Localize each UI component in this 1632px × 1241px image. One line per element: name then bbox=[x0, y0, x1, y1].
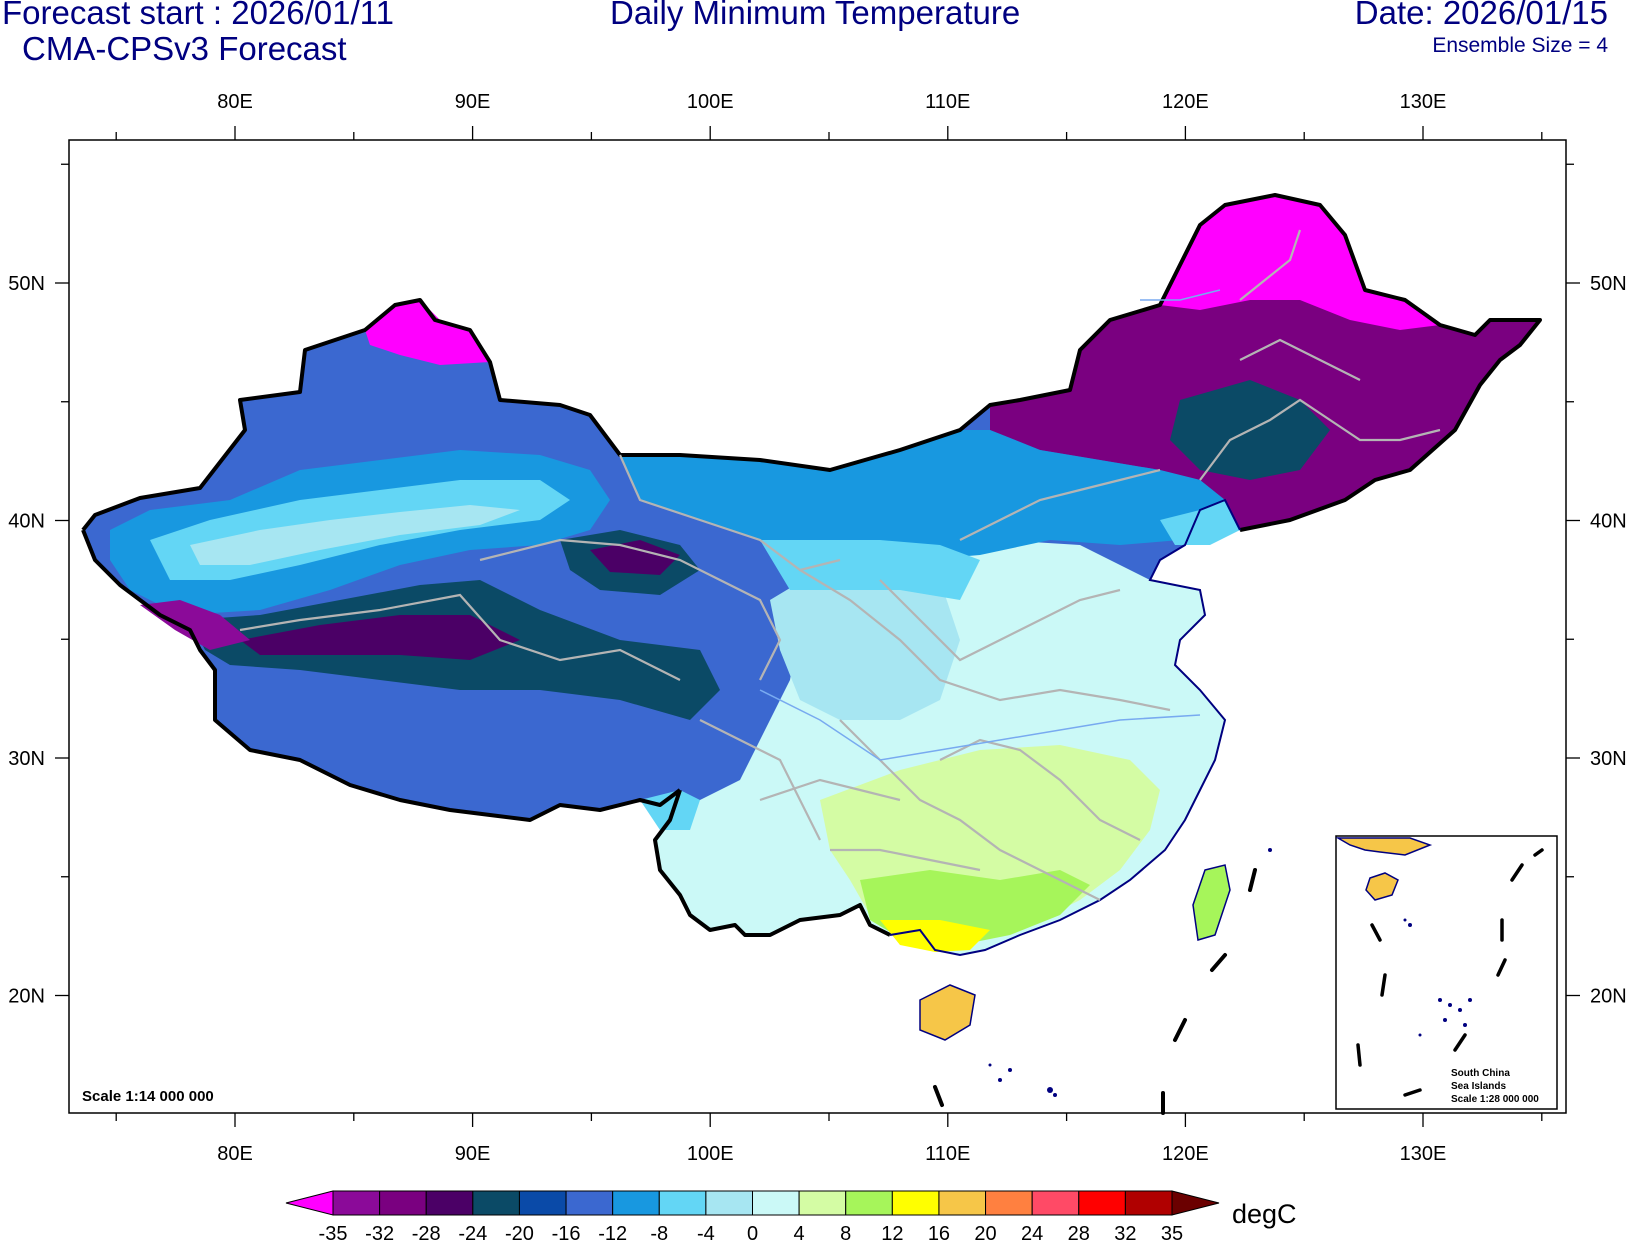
colorbar-swatch bbox=[938, 1190, 987, 1216]
colorbar-swatch bbox=[658, 1190, 707, 1216]
colorbar-low-arrow bbox=[285, 1190, 334, 1216]
lon-label-top: 130E bbox=[1400, 91, 1447, 113]
province-borders bbox=[239, 229, 1441, 901]
forecast-start-label: Forecast start : 2026/01/11 bbox=[2, 0, 394, 31]
loess-plateau-zone bbox=[760, 540, 980, 600]
lon-label-top: 100E bbox=[687, 91, 734, 113]
axis-labels: 80E 80E 90E 90E 100E 100E 110E 110E 120E 120E 130E… bbox=[8, 91, 1626, 1165]
colorbar: -35 -32 -28 -24 -20 -16 -12 -8 -4 0 4 8 12 16 20 24 28 32… bbox=[285, 1190, 1220, 1241]
ensemble-size-label: Ensemble Size = 4 bbox=[1432, 34, 1608, 57]
colorbar-tick-label: 28 bbox=[1068, 1223, 1090, 1241]
hainan-island bbox=[919, 984, 976, 1041]
lon-label-bottom: 110E bbox=[925, 1143, 970, 1165]
bohai-coast-zone bbox=[1160, 500, 1240, 545]
inset-label-line3: Scale 1:28 000 000 bbox=[1451, 1094, 1539, 1105]
colorbar-tick-label: 24 bbox=[1021, 1223, 1043, 1241]
colorbar-tick-label: -24 bbox=[458, 1223, 487, 1241]
pamir-cold-zone bbox=[140, 600, 250, 650]
altay-cold-zone bbox=[365, 300, 490, 365]
lon-label-bottom: 130E bbox=[1400, 1143, 1447, 1165]
inset-nine-dash-line bbox=[1356, 848, 1544, 1097]
colorbar-tick-label: -8 bbox=[650, 1223, 668, 1241]
axis-ticks bbox=[55, 126, 1580, 1127]
lon-label-top: 90E bbox=[455, 91, 491, 113]
colorbar-swatch bbox=[891, 1190, 940, 1216]
colorbar-swatch bbox=[705, 1190, 754, 1216]
inset-hainan bbox=[1365, 872, 1399, 901]
inset-frame bbox=[1335, 835, 1558, 1110]
coastline bbox=[889, 498, 1241, 957]
colorbar-tick-label: -20 bbox=[505, 1223, 534, 1241]
lon-label-bottom: 90E bbox=[455, 1143, 491, 1165]
colorbar-swatch bbox=[1124, 1190, 1173, 1216]
yunnan-border-zone bbox=[640, 790, 700, 830]
colorbar-swatch bbox=[1078, 1190, 1126, 1216]
coastal-warm-zone bbox=[880, 920, 990, 952]
lat-label-right: 30N bbox=[1590, 748, 1627, 770]
colorbar-tick-label: -35 bbox=[319, 1223, 348, 1241]
lat-label-left: 50N bbox=[8, 273, 45, 295]
nine-dash-line bbox=[933, 868, 1257, 1115]
lat-label-left: 40N bbox=[8, 511, 45, 533]
rivers bbox=[759, 289, 1221, 761]
lat-label-left: 30N bbox=[8, 748, 45, 770]
colorbar-swatch bbox=[379, 1190, 427, 1216]
colorbar-swatch bbox=[985, 1190, 1033, 1216]
colorbar-swatch bbox=[1031, 1190, 1080, 1216]
valid-date-label: Date: 2026/01/15 bbox=[1354, 0, 1608, 31]
colorbar-tick-label: 16 bbox=[928, 1223, 950, 1241]
colorbar-tick-label: 20 bbox=[974, 1223, 996, 1241]
chart-title: Daily Minimum Temperature bbox=[610, 0, 1021, 31]
colorbar-tick-label: 0 bbox=[747, 1223, 758, 1241]
northeast-extreme-cold-zone bbox=[1160, 195, 1440, 330]
inset-coast-fill bbox=[1335, 837, 1433, 856]
colorbar-swatch bbox=[845, 1190, 893, 1216]
colorbar-tick-label: -4 bbox=[697, 1223, 715, 1241]
colorbar-swatch bbox=[798, 1190, 847, 1216]
tarim-core-zone bbox=[190, 505, 520, 565]
colorbar-high-arrow bbox=[1171, 1190, 1220, 1216]
lat-label-right: 50N bbox=[1590, 273, 1627, 295]
colorbar-tick-label: -28 bbox=[412, 1223, 441, 1241]
lat-label-right: 40N bbox=[1590, 511, 1627, 533]
colorbar-tick-label: -16 bbox=[552, 1223, 581, 1241]
lon-label-bottom: 120E bbox=[1162, 1143, 1209, 1165]
colorbar-swatch bbox=[565, 1190, 614, 1216]
central-china-cool-zone bbox=[770, 565, 960, 720]
colorbar-swatch bbox=[425, 1190, 474, 1216]
tibet-core-band bbox=[240, 615, 520, 660]
lon-label-top: 120E bbox=[1162, 91, 1209, 113]
colorbar-swatch bbox=[472, 1190, 520, 1216]
northeast-deep-cold-zone bbox=[990, 195, 1540, 530]
china-temperature-field bbox=[83, 195, 1540, 1041]
colorbar-swatch bbox=[518, 1190, 567, 1216]
colorbar-unit-label: degC bbox=[1232, 1199, 1297, 1229]
colorbar-tick-label: 8 bbox=[840, 1223, 851, 1241]
taiwan-island bbox=[1192, 864, 1231, 941]
sea-islands bbox=[988, 848, 1272, 1097]
colorbar-tick-label: 32 bbox=[1114, 1223, 1136, 1241]
lon-label-top: 110E bbox=[925, 91, 970, 113]
colorbar-tick-label: 4 bbox=[794, 1223, 805, 1241]
colorbar-swatch bbox=[332, 1190, 381, 1216]
inset-label-line2: Sea Islands bbox=[1451, 1081, 1506, 1092]
inset-label-line1: South China bbox=[1451, 1068, 1510, 1079]
lon-label-top: 80E bbox=[217, 91, 253, 113]
colorbar-tick-label: -12 bbox=[598, 1223, 627, 1241]
model-label: CMA-CPSv3 Forecast bbox=[22, 30, 347, 67]
lon-label-bottom: 100E bbox=[687, 1143, 734, 1165]
colorbar-tick-label: 12 bbox=[881, 1223, 903, 1241]
lon-label-bottom: 80E bbox=[217, 1143, 253, 1165]
lat-label-left: 20N bbox=[8, 986, 45, 1008]
national-border bbox=[81, 193, 1542, 937]
inset-islands bbox=[1403, 918, 1472, 1037]
lat-label-right: 20N bbox=[1590, 986, 1627, 1008]
map-scale-label: Scale 1:14 000 000 bbox=[82, 1088, 214, 1105]
colorbar-swatch bbox=[752, 1190, 800, 1216]
colorbar-tick-label: -32 bbox=[365, 1223, 394, 1241]
qaidam-core-zone bbox=[590, 540, 680, 575]
colorbar-tick-label: 35 bbox=[1161, 1223, 1183, 1241]
colorbar-swatch bbox=[612, 1190, 660, 1216]
